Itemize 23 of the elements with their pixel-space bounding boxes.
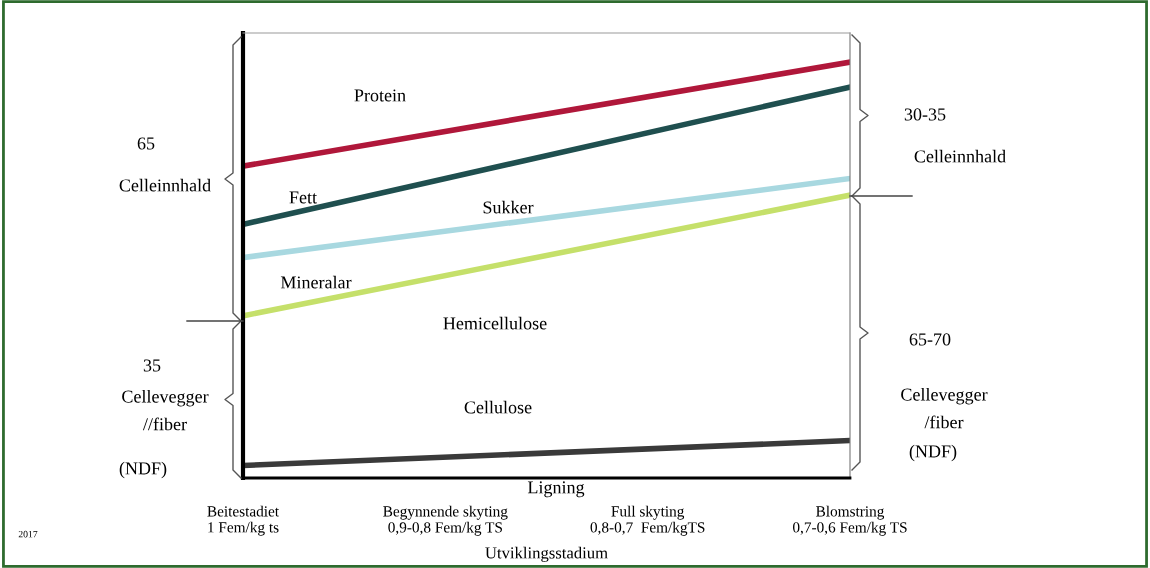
text: Ligning	[527, 481, 585, 498]
text: Cellevegger //fiber	[122, 389, 209, 431]
x-tick-label: Blomstring 0,7-0,6 Fem/kg TS	[793, 505, 907, 536]
text: Celleinnhald	[914, 149, 1006, 163]
x-tick-label: Begynnende skyting 0,9-0,8 Fem/kg TS	[383, 505, 508, 536]
text: Cellevegger /fiber	[901, 387, 988, 429]
text: Celleinnhald	[119, 178, 211, 192]
x-tick-label: Beitestadiet 1 Fem/kg ts	[207, 505, 279, 536]
text: 65-70	[909, 333, 951, 346]
x-axis-title: Utviklingsstadium	[485, 546, 608, 562]
x-tick-label: Full skyting 0,8-0,7 Fem/kgTS	[590, 505, 705, 536]
annotation: Mineralar	[280, 275, 352, 289]
text: 2017	[18, 530, 38, 538]
text: 30-35	[904, 108, 946, 121]
text: (NDF)	[909, 444, 957, 462]
annotation: Protein	[354, 89, 406, 102]
annotation: Cellulose	[464, 400, 532, 414]
annotation: Fett	[289, 191, 317, 204]
annotation: Sukker	[483, 200, 534, 214]
text: (NDF)	[119, 461, 167, 479]
annotation: Hemicellulose	[443, 316, 547, 330]
text: 35	[143, 359, 161, 372]
text: 65	[137, 137, 155, 150]
